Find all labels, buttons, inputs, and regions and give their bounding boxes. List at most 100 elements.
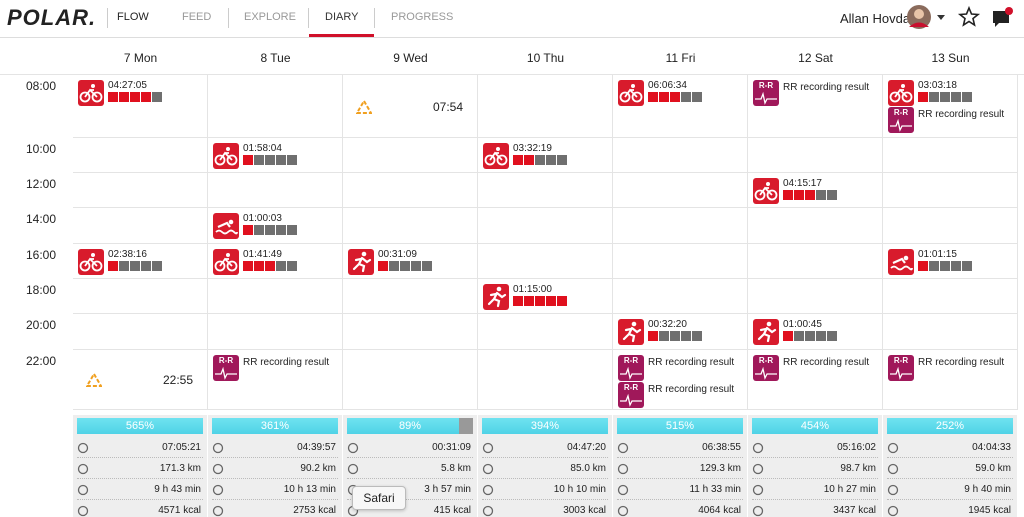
- bike-icon[interactable]: [483, 143, 509, 169]
- intensity: [378, 261, 433, 271]
- icon-shape: [617, 484, 629, 496]
- intensity-square: [805, 190, 815, 200]
- diary-cell: [478, 350, 613, 410]
- wave: [620, 393, 642, 407]
- distance-icon: [482, 462, 494, 480]
- rr-icon[interactable]: R-R: [618, 382, 644, 408]
- rr-icon[interactable]: R-R: [888, 107, 914, 133]
- diary-cell: 01:01:15: [883, 244, 1018, 279]
- entry-duration: 00:32:20: [648, 319, 687, 330]
- glyph: [618, 319, 644, 350]
- entry-title: RR recording result: [648, 384, 735, 395]
- head: [766, 321, 772, 327]
- run-icon[interactable]: [753, 319, 779, 345]
- rr-icon[interactable]: R-R: [753, 80, 779, 106]
- body: [217, 221, 231, 229]
- bike-icon[interactable]: [888, 80, 914, 106]
- day-summary: 252% 04:04:33 59.0 km 9 h 40 min 1945 kcal: [883, 415, 1018, 517]
- user-name[interactable]: Allan Hovda: [840, 11, 911, 26]
- distance-icon: [77, 462, 89, 480]
- nav-tab[interactable]: EXPLORE: [244, 11, 296, 23]
- head: [496, 286, 502, 292]
- diary-cell: R-R RR recording result: [748, 350, 883, 410]
- distance-row: 59.0 km: [887, 458, 1013, 479]
- entry-title: RR recording result: [648, 357, 735, 368]
- intensity: [648, 331, 703, 341]
- day-summary: 454% 05:16:02 98.7 km 10 h 27 min 3437 kcal: [748, 415, 883, 517]
- bike-icon[interactable]: [618, 80, 644, 106]
- activity-label: 89%: [398, 420, 422, 432]
- body: [352, 256, 372, 273]
- diary-cell: [73, 173, 208, 208]
- icon-shape: [77, 442, 89, 454]
- swim-icon[interactable]: [213, 213, 239, 239]
- intensity-square: [265, 225, 275, 235]
- header-icons: [907, 5, 981, 29]
- head: [228, 219, 234, 225]
- rr-icon[interactable]: R-R: [753, 355, 779, 381]
- run-icon[interactable]: [483, 284, 509, 310]
- intensity-square: [794, 190, 804, 200]
- diary-cell: [343, 138, 478, 173]
- activity-gauge: 361%: [212, 418, 338, 434]
- entry-title: RR recording result: [243, 357, 330, 368]
- time-label: 14:00: [25, 212, 56, 226]
- calories-value: 3437 kcal: [833, 505, 876, 516]
- bike-icon[interactable]: [753, 178, 779, 204]
- marker-time: 22:55: [162, 373, 193, 387]
- diary-cell: 01:41:49: [208, 244, 343, 279]
- bike-icon[interactable]: [213, 249, 239, 275]
- swim-icon[interactable]: [888, 249, 914, 275]
- activity-label: 361%: [260, 420, 290, 432]
- entry-title: RR recording result: [918, 109, 1005, 120]
- diary-cell: [208, 314, 343, 350]
- logo[interactable]: POLAR.: [7, 5, 97, 30]
- run-icon[interactable]: [348, 249, 374, 275]
- stat-icon: [617, 442, 629, 454]
- intensity-square: [692, 92, 702, 102]
- intensity-square: [389, 261, 399, 271]
- intensity-square: [152, 92, 162, 102]
- bike-icon[interactable]: [78, 249, 104, 275]
- rr-icon[interactable]: R-R: [888, 355, 914, 381]
- run-icon[interactable]: [618, 319, 644, 345]
- rr-icon[interactable]: R-R: [618, 355, 644, 381]
- glyph: [348, 249, 374, 280]
- bike-icon[interactable]: [213, 143, 239, 169]
- calories-value: 3003 kcal: [563, 505, 606, 516]
- intensity-square: [119, 261, 129, 271]
- wave: [890, 366, 912, 380]
- icon-shape: [887, 484, 899, 496]
- messages-icon[interactable]: [990, 5, 1016, 31]
- duration-value: 04:39:57: [297, 442, 336, 453]
- rr-wave: [888, 118, 914, 137]
- bike-icon[interactable]: [78, 80, 104, 106]
- marker-time: 07:54: [432, 99, 463, 114]
- day-header: 9 Wed: [393, 51, 428, 65]
- calories-row: 3437 kcal: [752, 500, 878, 517]
- app-name: FLOW: [117, 11, 149, 23]
- rr-icon[interactable]: R-R: [213, 355, 239, 381]
- time-label: 10:00: [25, 142, 56, 156]
- intensity-square: [692, 331, 702, 341]
- icon-shape: [617, 442, 629, 454]
- sleep-row: 10 h 13 min: [212, 479, 338, 500]
- intensity: [108, 261, 163, 271]
- day-summary: 361% 04:39:57 90.2 km 10 h 13 min 2753 kcal: [208, 415, 343, 517]
- intensity: [243, 261, 298, 271]
- star-icon[interactable]: [957, 5, 981, 27]
- intensity-square: [827, 190, 837, 200]
- intensity-square: [827, 331, 837, 341]
- intensity: [918, 261, 973, 271]
- duration-icon: [752, 441, 764, 459]
- dropdown-caret[interactable]: [937, 15, 945, 20]
- nav-tab[interactable]: DIARY: [325, 11, 359, 23]
- water: [215, 229, 238, 235]
- diary-cell: 03:03:18 R-R RR recording result: [883, 75, 1018, 138]
- intensity-square: [287, 155, 297, 165]
- triangle: [355, 98, 373, 114]
- nav-tab[interactable]: FEED: [182, 11, 212, 23]
- day-header: 11 Fri: [665, 51, 696, 65]
- diary-cell: 07:54: [343, 75, 478, 138]
- nav-tab[interactable]: PROGRESS: [391, 11, 454, 23]
